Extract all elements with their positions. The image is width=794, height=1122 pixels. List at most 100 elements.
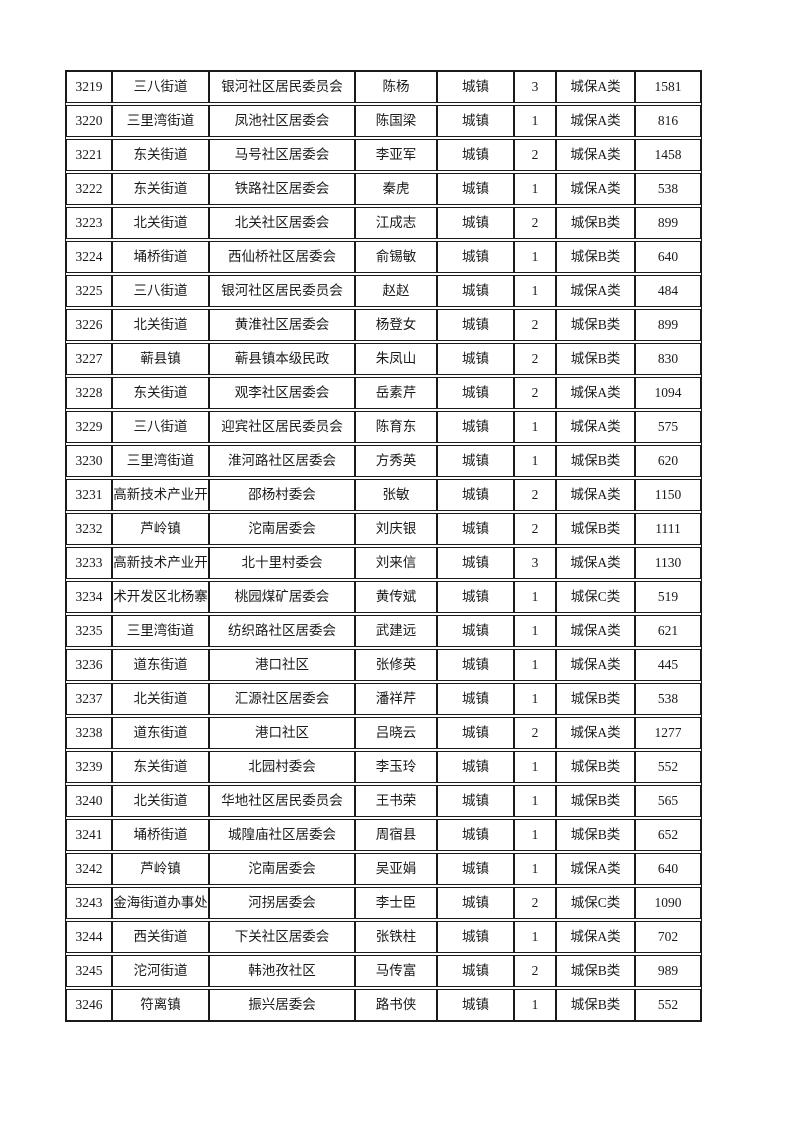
cell-committee: 马号社区居委会 <box>209 139 355 171</box>
cell-committee: 华地社区居民委员会 <box>209 785 355 817</box>
cell-count: 3 <box>514 547 556 579</box>
table-row: 3241 埇桥街道 城隍庙社区居委会 周宿县 城镇 1 城保B类 652 <box>66 819 701 851</box>
cell-committee: 银河社区居民委员会 <box>209 275 355 307</box>
cell-id: 3244 <box>66 921 112 953</box>
cell-township: 蕲县镇 <box>112 343 209 375</box>
cell-committee: 西仙桥社区居委会 <box>209 241 355 273</box>
cell-category: 城保B类 <box>556 683 635 715</box>
cell-id: 3234 <box>66 581 112 613</box>
cell-committee: 淮河路社区居委会 <box>209 445 355 477</box>
cell-category: 城保B类 <box>556 989 635 1021</box>
cell-count: 1 <box>514 683 556 715</box>
cell-person-name: 秦虎 <box>355 173 437 205</box>
benefits-table: 3219 三八街道 银河社区居民委员会 陈杨 城镇 3 城保A类 1581 3220 三里湾街道凤… <box>65 70 702 1022</box>
cell-amount: 899 <box>635 309 701 341</box>
cell-amount: 1277 <box>635 717 701 749</box>
table-row: 3242 芦岭镇 沱南居委会 吴亚娟 城镇 1 城保A类 640 <box>66 853 701 885</box>
cell-residence-type: 城镇 <box>437 309 514 341</box>
cell-residence-type: 城镇 <box>437 411 514 443</box>
cell-committee: 凤池社区居委会 <box>209 105 355 137</box>
table-row: 3226 北关街道 黄淮社区居委会 杨登女 城镇 2 城保B类 899 <box>66 309 701 341</box>
table-row: 3232 芦岭镇 沱南居委会 刘庆银 城镇 2 城保B类 1111 <box>66 513 701 545</box>
cell-township: 西关街道 <box>112 921 209 953</box>
cell-committee: 邵杨村委会 <box>209 479 355 511</box>
table-row: 3229 三八街道 迎宾社区居民委员会 陈育东 城镇 1 城保A类 575 <box>66 411 701 443</box>
cell-residence-type: 城镇 <box>437 71 514 103</box>
cell-category: 城保B类 <box>556 207 635 239</box>
cell-count: 1 <box>514 751 556 783</box>
cell-residence-type: 城镇 <box>437 173 514 205</box>
cell-amount: 1581 <box>635 71 701 103</box>
table-row: 3230 三里湾街道 淮河路社区居委会 方秀英 城镇 1 城保B类 620 <box>66 445 701 477</box>
cell-count: 2 <box>514 955 556 987</box>
cell-amount: 652 <box>635 819 701 851</box>
cell-person-name: 李亚军 <box>355 139 437 171</box>
cell-count: 3 <box>514 71 556 103</box>
table-row: 3245 沱河街道 韩池孜社区 马传富 城镇 2 城保B类 989 <box>66 955 701 987</box>
cell-id: 3232 <box>66 513 112 545</box>
table-row: 3224 埇桥街道 西仙桥社区居委会 俞锡敏 城镇 1 城保B类 640 <box>66 241 701 273</box>
cell-township: 芦岭镇 <box>112 513 209 545</box>
table-row: 3225 三八街道 银河社区居民委员会 赵赵 城镇 1 城保A类 484 <box>66 275 701 307</box>
cell-count: 1 <box>514 445 556 477</box>
cell-amount: 830 <box>635 343 701 375</box>
cell-township: 芦岭镇 <box>112 853 209 885</box>
cell-amount: 1150 <box>635 479 701 511</box>
cell-count: 1 <box>514 921 556 953</box>
cell-residence-type: 城镇 <box>437 785 514 817</box>
cell-category: 城保A类 <box>556 275 635 307</box>
cell-category: 城保B类 <box>556 819 635 851</box>
cell-township: 北关街道 <box>112 785 209 817</box>
cell-person-name: 路书侠 <box>355 989 437 1021</box>
cell-person-name: 王书荣 <box>355 785 437 817</box>
cell-person-name: 杨登女 <box>355 309 437 341</box>
cell-amount: 899 <box>635 207 701 239</box>
cell-committee: 桃园煤矿居委会 <box>209 581 355 613</box>
cell-residence-type: 城镇 <box>437 105 514 137</box>
cell-township: 北关街道 <box>112 207 209 239</box>
cell-township: 道东街道 <box>112 649 209 681</box>
cell-person-name: 陈育东 <box>355 411 437 443</box>
cell-amount: 1094 <box>635 377 701 409</box>
cell-category: 城保A类 <box>556 71 635 103</box>
cell-count: 2 <box>514 207 556 239</box>
cell-person-name: 马传富 <box>355 955 437 987</box>
cell-category: 城保A类 <box>556 853 635 885</box>
cell-person-name: 吕晓云 <box>355 717 437 749</box>
cell-category: 城保A类 <box>556 717 635 749</box>
cell-id: 3221 <box>66 139 112 171</box>
cell-township: 三里湾街道 <box>112 445 209 477</box>
cell-amount: 445 <box>635 649 701 681</box>
cell-amount: 575 <box>635 411 701 443</box>
cell-township: 三里湾街道 <box>112 105 209 137</box>
cell-residence-type: 城镇 <box>437 139 514 171</box>
cell-township: 东关街道 <box>112 377 209 409</box>
cell-count: 1 <box>514 105 556 137</box>
cell-committee: 迎宾社区居民委员会 <box>209 411 355 443</box>
cell-count: 1 <box>514 241 556 273</box>
cell-residence-type: 城镇 <box>437 921 514 953</box>
cell-count: 2 <box>514 377 556 409</box>
cell-count: 2 <box>514 717 556 749</box>
cell-residence-type: 城镇 <box>437 819 514 851</box>
cell-count: 1 <box>514 649 556 681</box>
cell-committee: 振兴居委会 <box>209 989 355 1021</box>
cell-category: 城保C类 <box>556 581 635 613</box>
cell-count: 1 <box>514 581 556 613</box>
cell-township: 高新技术产业开 <box>112 547 209 579</box>
cell-amount: 552 <box>635 751 701 783</box>
cell-id: 3242 <box>66 853 112 885</box>
cell-residence-type: 城镇 <box>437 547 514 579</box>
cell-id: 3230 <box>66 445 112 477</box>
cell-category: 城保A类 <box>556 649 635 681</box>
cell-amount: 640 <box>635 241 701 273</box>
cell-person-name: 张敏 <box>355 479 437 511</box>
cell-committee: 港口社区 <box>209 649 355 681</box>
cell-category: 城保A类 <box>556 615 635 647</box>
cell-township: 术开发区北杨寨 <box>112 581 209 613</box>
cell-amount: 1111 <box>635 513 701 545</box>
cell-count: 1 <box>514 853 556 885</box>
cell-amount: 519 <box>635 581 701 613</box>
cell-amount: 1130 <box>635 547 701 579</box>
